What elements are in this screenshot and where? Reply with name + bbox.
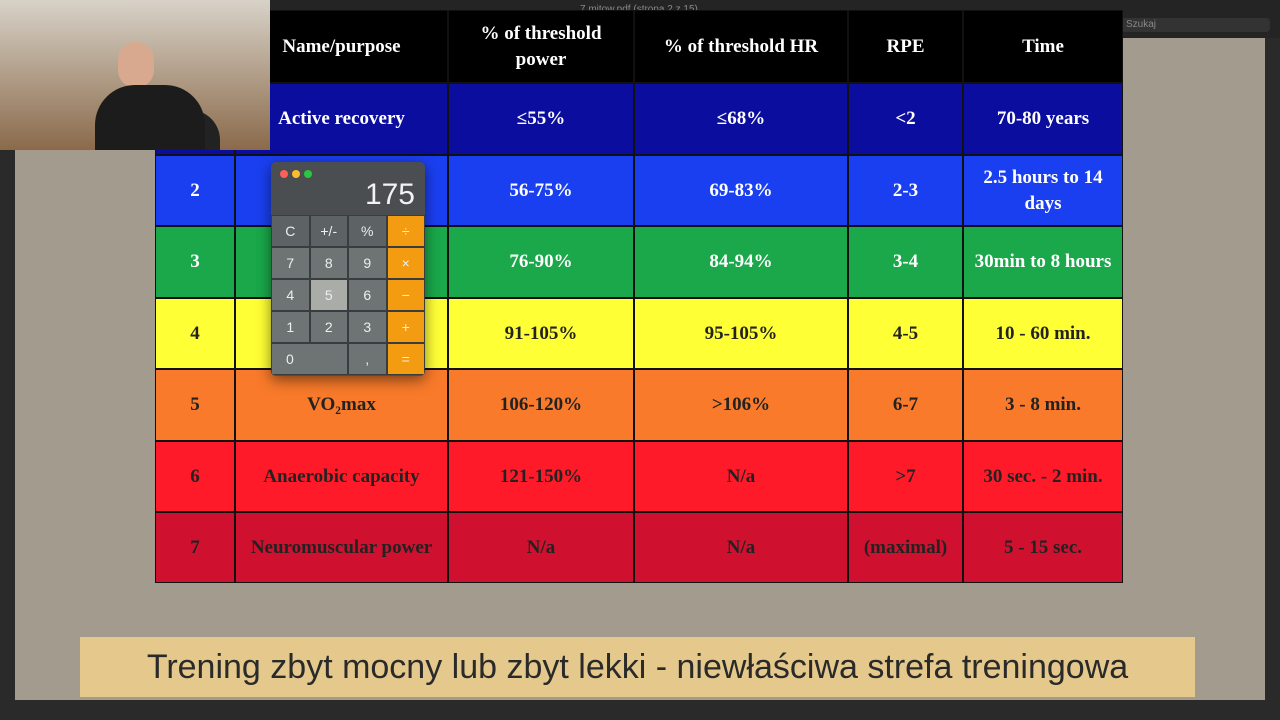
table-cell: 91-105% bbox=[448, 298, 634, 369]
window-title: 7 mitow.pdf (strona 2 z 15) bbox=[580, 4, 698, 15]
table-cell: Active recovery bbox=[235, 83, 448, 155]
header-cell: Name/purpose bbox=[235, 10, 448, 83]
table-cell: 6 bbox=[155, 441, 235, 512]
body bbox=[95, 85, 205, 150]
calc-key[interactable]: ÷ bbox=[386, 215, 425, 247]
header-cell: Time bbox=[963, 10, 1123, 83]
calc-key[interactable]: × bbox=[386, 247, 425, 279]
calc-key[interactable]: +/- bbox=[309, 215, 348, 247]
table-cell: <2 bbox=[848, 83, 963, 155]
calc-key[interactable]: 4 bbox=[271, 279, 310, 311]
calc-key[interactable]: 2 bbox=[309, 311, 348, 343]
table-cell: (maximal) bbox=[848, 512, 963, 583]
calc-key[interactable]: + bbox=[386, 311, 425, 343]
table-cell: N/a bbox=[634, 512, 848, 583]
calculator: 175 C +/-% ÷ 7 8 9 × 4 5 6− 1 2 3 +0, = bbox=[271, 162, 425, 376]
table-cell: 30min to 8 hours bbox=[963, 226, 1123, 298]
table-cell: ≤68% bbox=[634, 83, 848, 155]
table-cell: 4-5 bbox=[848, 298, 963, 369]
calc-key[interactable]: − bbox=[386, 279, 425, 311]
header-cell: RPE bbox=[848, 10, 963, 83]
calc-key[interactable]: 1 bbox=[271, 311, 310, 343]
table-cell: 95-105% bbox=[634, 298, 848, 369]
table-cell: 56-75% bbox=[448, 155, 634, 226]
table-cell: 4 bbox=[155, 298, 235, 369]
calc-key[interactable]: 3 bbox=[348, 311, 387, 343]
header-cell: % of threshold power bbox=[448, 10, 634, 83]
table-cell: 3-4 bbox=[848, 226, 963, 298]
table-cell: 7 bbox=[155, 512, 235, 583]
calc-key[interactable]: 5 bbox=[309, 279, 348, 311]
table-cell: Neuromuscular power bbox=[235, 512, 448, 583]
face bbox=[118, 42, 154, 88]
table-cell: 70-80 years bbox=[963, 83, 1123, 155]
caption: Trening zbyt mocny lub zbyt lekki - niew… bbox=[80, 637, 1195, 697]
table-cell: Anaerobic capacity bbox=[235, 441, 448, 512]
calc-key[interactable]: , bbox=[348, 343, 387, 375]
calc-key[interactable]: C bbox=[271, 215, 310, 247]
calc-display: 175 bbox=[364, 178, 415, 211]
table-cell: 5 - 15 sec. bbox=[963, 512, 1123, 583]
table-cell: ≤55% bbox=[448, 83, 634, 155]
header-cell: % of threshold HR bbox=[634, 10, 848, 83]
search-field[interactable]: Szukaj bbox=[1110, 18, 1270, 32]
table-cell: 76-90% bbox=[448, 226, 634, 298]
table-cell: >7 bbox=[848, 441, 963, 512]
webcam bbox=[0, 0, 270, 150]
calc-key[interactable]: 0 bbox=[271, 343, 348, 375]
table-cell: 5 bbox=[155, 369, 235, 441]
table-cell: 2-3 bbox=[848, 155, 963, 226]
table-cell: 2 bbox=[155, 155, 235, 226]
table-cell: 106-120% bbox=[448, 369, 634, 441]
table-cell: 30 sec. - 2 min. bbox=[963, 441, 1123, 512]
table-cell: N/a bbox=[448, 512, 634, 583]
table-cell: 2.5 hours to 14 days bbox=[963, 155, 1123, 226]
calc-key[interactable]: 9 bbox=[348, 247, 387, 279]
calc-key[interactable]: = bbox=[386, 343, 425, 375]
table-cell: N/a bbox=[634, 441, 848, 512]
calc-key[interactable]: 8 bbox=[309, 247, 348, 279]
table-cell: 69-83% bbox=[634, 155, 848, 226]
table-cell: 10 - 60 min. bbox=[963, 298, 1123, 369]
table-cell: 3 - 8 min. bbox=[963, 369, 1123, 441]
calc-key[interactable]: % bbox=[348, 215, 387, 247]
table-cell: VO₂max bbox=[235, 369, 448, 441]
table-cell: 84-94% bbox=[634, 226, 848, 298]
table-cell: 121-150% bbox=[448, 441, 634, 512]
table-cell: 3 bbox=[155, 226, 235, 298]
table-cell: 6-7 bbox=[848, 369, 963, 441]
calc-key[interactable]: 7 bbox=[271, 247, 310, 279]
table-cell: >106% bbox=[634, 369, 848, 441]
calc-key[interactable]: 6 bbox=[348, 279, 387, 311]
